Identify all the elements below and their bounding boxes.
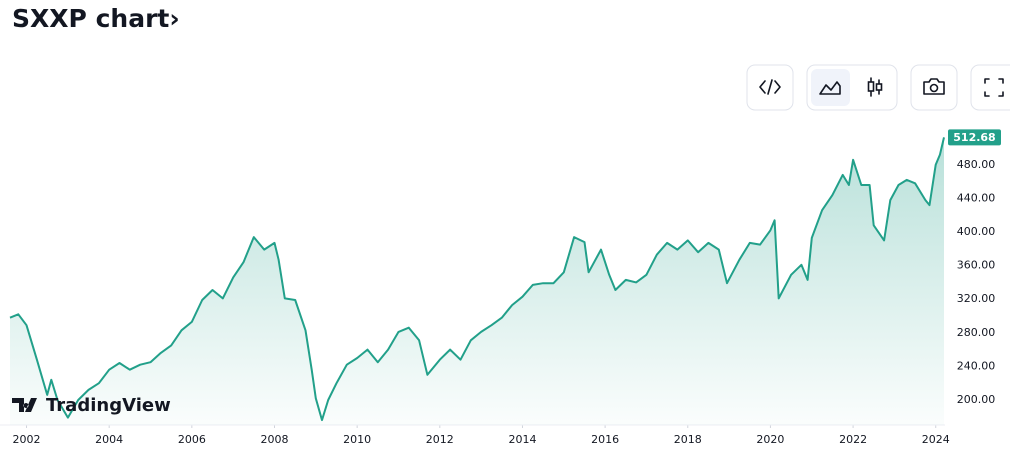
candle-style-button[interactable] — [867, 77, 883, 97]
embed-icon — [759, 79, 781, 95]
plot: 200.00 240.00 280.00 320.00 360.00 400.00 440.… — [0, 129, 1001, 446]
fullscreen-icon — [984, 78, 1004, 97]
x-tick-label: 2012 — [426, 433, 454, 446]
last-price-badge — [948, 129, 1001, 146]
x-tick-label: 2022 — [839, 433, 867, 446]
snapshot-button[interactable] — [910, 64, 958, 111]
last-price-label: 512.68 — [953, 131, 995, 144]
area-fill — [10, 137, 944, 425]
x-tick-label: 2020 — [756, 433, 784, 446]
camera-icon — [929, 83, 939, 93]
candle-icon — [875, 83, 883, 91]
brand-logo[interactable]: TradingView — [12, 395, 171, 416]
y-tick-label: 400.00 — [957, 225, 996, 238]
x-tick-label: 2008 — [260, 433, 288, 446]
x-tick-label: 2002 — [13, 433, 41, 446]
x-tick-label: 2018 — [674, 433, 702, 446]
logo-icon — [12, 398, 37, 412]
x-tick-label: 2016 — [591, 433, 619, 446]
brand-name: TradingView — [46, 395, 171, 416]
y-tick-label: 480.00 — [957, 158, 996, 171]
y-tick-label: 320.00 — [957, 292, 996, 305]
candle-icon — [867, 81, 875, 92]
x-tick-label: 2006 — [178, 433, 206, 446]
chart-title[interactable]: SXXP chart› — [12, 4, 180, 33]
area-icon — [819, 81, 841, 95]
x-tick-label: 2010 — [343, 433, 371, 446]
y-tick-label: 360.00 — [957, 259, 996, 272]
area-style-button[interactable] — [811, 69, 850, 106]
y-tick-label: 240.00 — [957, 359, 996, 372]
price-line — [9, 137, 945, 422]
y-tick-label: 200.00 — [957, 393, 996, 406]
x-tick-label: 2024 — [922, 433, 950, 446]
camera-icon — [923, 78, 945, 95]
y-tick-label: 440.00 — [957, 191, 996, 204]
fullscreen-button[interactable] — [970, 64, 1010, 111]
x-tick-label: 2004 — [95, 433, 123, 446]
toolbar — [746, 64, 1010, 111]
x-tick-label: 2014 — [508, 433, 536, 446]
y-tick-label: 280.00 — [957, 326, 996, 339]
